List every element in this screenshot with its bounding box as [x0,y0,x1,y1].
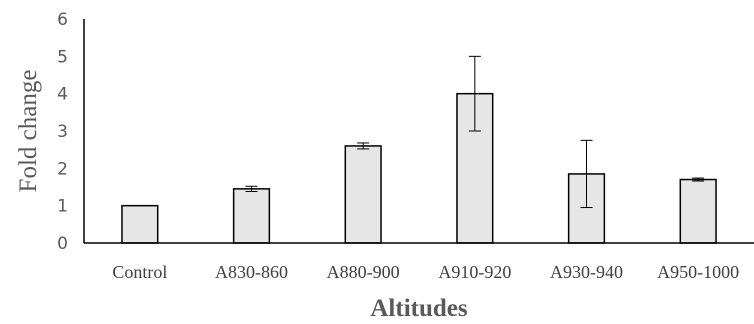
x-tick-label: Control [112,262,167,282]
bar [232,188,271,244]
bars-layer [121,92,717,244]
error-bar [692,177,705,182]
y-tick-label: 3 [57,122,68,142]
x-tick-labels: Control A830-860 A880-900 A910-920 A930-940 A… [112,262,739,282]
y-tick-label: 4 [57,85,68,105]
y-tick-label: 1 [57,197,68,217]
y-tick-labels: 0 1 2 3 4 5 6 [57,10,68,254]
y-tick-label: 2 [57,159,68,179]
error-bar [468,55,481,132]
bar [121,204,159,244]
x-tick-label: A880-900 [327,262,400,282]
error-bar [245,185,258,192]
x-axis-title: Altitudes [370,295,468,322]
error-bars-layer [245,55,705,209]
x-tick-label: A830-860 [215,262,288,282]
x-tick-label: A930-940 [550,262,623,282]
y-axis-title: Fold change [15,70,42,193]
y-tick-label: 0 [57,234,68,254]
x-tick-label: A910-920 [438,262,511,282]
y-tick-label: 5 [57,47,68,67]
x-tick-label: A950-1000 [657,262,739,282]
error-bar [580,139,593,209]
y-tick-label: 6 [57,10,68,30]
error-bar [357,142,370,150]
bar [344,145,382,244]
bar [679,178,717,244]
